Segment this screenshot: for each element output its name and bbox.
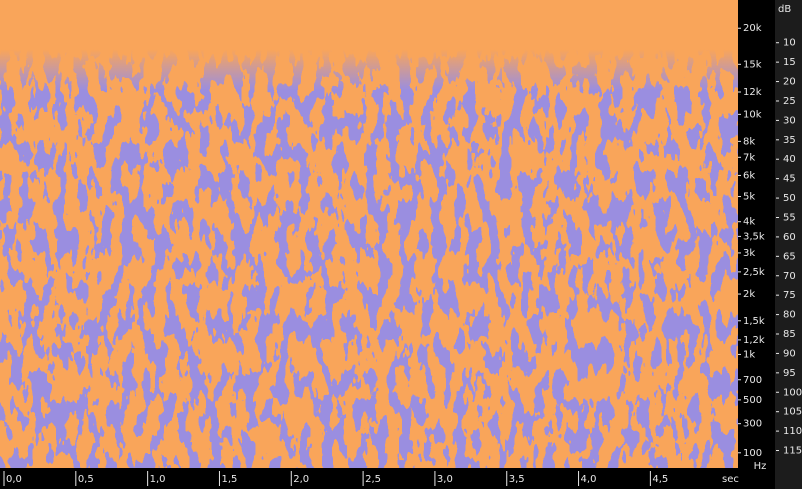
- db-tick-label: 85: [783, 329, 796, 340]
- y-tick-label: 2,5k: [743, 267, 765, 278]
- y-tick-label: 100: [743, 448, 762, 459]
- x-tick-label: 1,5: [221, 474, 237, 485]
- db-tick-label: 15: [783, 57, 796, 68]
- db-tick-label: 40: [783, 154, 796, 165]
- db-tick-label: 65: [783, 251, 796, 262]
- y-tick-label: 15k: [743, 59, 762, 70]
- y-tick-label: 1,2k: [743, 335, 765, 346]
- y-tick-label: 3,5k: [743, 231, 765, 242]
- db-tick-label: 80: [783, 310, 796, 321]
- y-tick-label: 7k: [743, 152, 755, 163]
- y-tick-label: 1,5k: [743, 316, 765, 327]
- db-tick-label: 95: [783, 368, 796, 379]
- x-tick-label: 0,5: [78, 474, 94, 485]
- y-tick-label: 5k: [743, 192, 755, 203]
- high-band: [0, 0, 738, 90]
- y-tick-label: 1k: [743, 349, 755, 360]
- x-tick-label: 4,5: [652, 474, 668, 485]
- db-tick-label: 45: [783, 174, 796, 185]
- db-tick-label: 55: [783, 212, 796, 223]
- db-tick-label: 25: [783, 96, 796, 107]
- db-tick-label: 60: [783, 232, 796, 243]
- db-tick-label: 10: [783, 38, 796, 49]
- x-tick-label: 3,0: [437, 474, 453, 485]
- db-tick-label: 110: [783, 426, 802, 437]
- db-tick-label: 105: [783, 407, 802, 418]
- spectrogram-view: dB Hz sec 20k 15k 12k 10k 8k 7k 6k 5k 4k 3,5k 3k 2,…: [0, 0, 802, 489]
- y-tick-label: 6k: [743, 170, 755, 181]
- db-tick-label: 100: [783, 387, 802, 398]
- db-tick-label: 30: [783, 115, 796, 126]
- y-tick-label: 4k: [743, 217, 755, 228]
- x-tick-label: 4,0: [581, 474, 597, 485]
- y-tick-label: 2k: [743, 289, 755, 300]
- y-tick-label: 500: [743, 395, 762, 406]
- x-tick-label: 0,0: [6, 474, 22, 485]
- page: {"chart_data": { "type": "spectrogram", …: [0, 0, 802, 489]
- y-tick-label: 300: [743, 419, 762, 430]
- x-tick-label: 2,5: [365, 474, 381, 485]
- x-tick-label: 2,0: [293, 474, 309, 485]
- db-label: dB: [778, 4, 791, 15]
- db-tick-label: 115: [783, 446, 802, 457]
- y-tick-label: 8k: [743, 136, 755, 147]
- db-tick-label: 90: [783, 348, 796, 359]
- db-tick-label: 70: [783, 271, 796, 282]
- x-tick-label: 3,5: [509, 474, 525, 485]
- db-tick-label: 50: [783, 193, 796, 204]
- db-tick-label: 20: [783, 77, 796, 88]
- y-tick-label: 3k: [743, 248, 755, 259]
- y-tick-label: 12k: [743, 87, 762, 98]
- y-tick-label: 20k: [743, 23, 762, 34]
- freq-axis-bg: [738, 0, 775, 489]
- time-unit: sec: [722, 474, 739, 485]
- y-tick-label: 700: [743, 375, 762, 386]
- y-tick-label: 10k: [743, 109, 762, 120]
- x-tick-label: 1,0: [150, 474, 166, 485]
- db-tick-label: 35: [783, 135, 796, 146]
- freq-unit: Hz: [754, 461, 767, 472]
- db-tick-label: 75: [783, 290, 796, 301]
